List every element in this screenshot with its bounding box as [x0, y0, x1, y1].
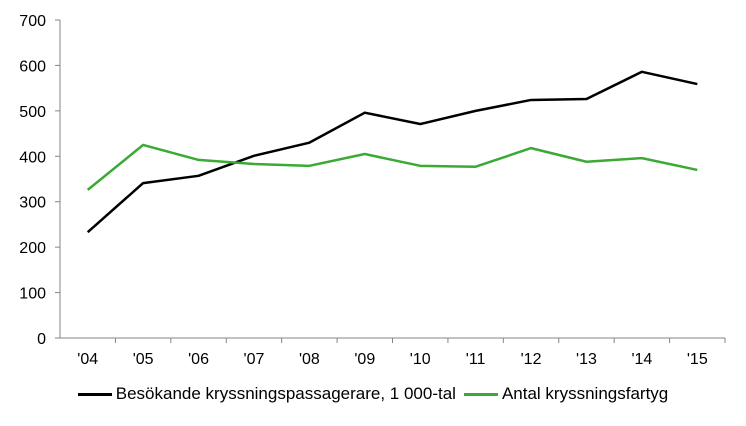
y-tick-label: 300 [19, 195, 46, 212]
y-tick-label: 500 [19, 104, 46, 121]
x-tick-label: '04 [77, 351, 98, 368]
legend-label: Antal kryssningsfartyg [501, 384, 669, 403]
legend-item-passengers: Besökande kryssningspassagerare, 1 000-t… [77, 384, 456, 404]
y-tick-label: 200 [19, 240, 46, 257]
x-tick-label: '15 [687, 351, 708, 368]
legend-label: Besökande kryssningspassagerare, 1 000-t… [115, 384, 456, 403]
legend-swatch-green [463, 392, 498, 396]
y-tick-label: 400 [19, 149, 46, 166]
legend-swatch-black [77, 392, 112, 396]
series-line-1 [86, 143, 698, 191]
y-tick-label: 600 [19, 58, 46, 75]
y-tick-label: 100 [19, 286, 46, 303]
x-tick-label: '11 [466, 351, 486, 368]
x-tick-label: '10 [410, 351, 431, 368]
series-line-0 [86, 70, 698, 234]
y-tick-label: 700 [19, 13, 46, 30]
legend: Besökande kryssningspassagerare, 1 000-t… [0, 384, 746, 404]
plot-area: 0 100 200 300 400 500 600 700 '04 '05 '06 '07 '08 '09… [19, 13, 726, 368]
x-tick-label: '07 [244, 351, 265, 368]
x-tick-label: '14 [631, 351, 652, 368]
x-tick-label: '12 [521, 351, 542, 368]
x-tick-label: '06 [188, 351, 209, 368]
x-tick-label: '09 [354, 351, 375, 368]
x-tick-label: '08 [299, 351, 320, 368]
y-tick-label: 0 [37, 331, 46, 348]
x-tick-label: '13 [576, 351, 597, 368]
x-tick-label: '05 [133, 351, 154, 368]
legend-item-ships: Antal kryssningsfartyg [463, 384, 669, 404]
